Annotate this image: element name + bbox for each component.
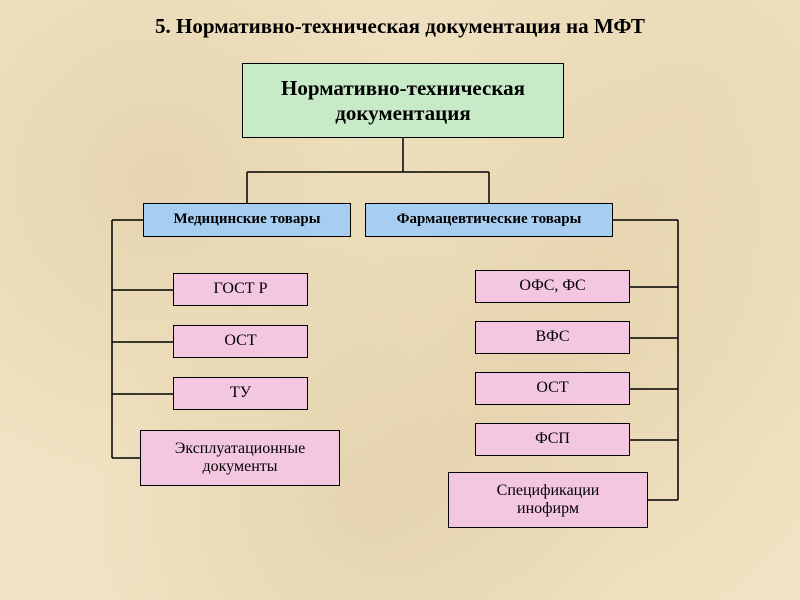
node-ost-med: ОСТ: [173, 325, 308, 358]
node-ost-pharm: ОСТ: [475, 372, 630, 405]
node-medical-goods: Медицинские товары: [143, 203, 351, 237]
node-root: Нормативно-техническаядокументация: [242, 63, 564, 138]
node-exploitation-docs: Эксплуатационныедокументы: [140, 430, 340, 486]
node-vfs: ВФС: [475, 321, 630, 354]
node-tu: ТУ: [173, 377, 308, 410]
node-ofs-fs: ОФС, ФС: [475, 270, 630, 303]
node-pharmaceutical-goods: Фармацевтические товары: [365, 203, 613, 237]
node-spec-inofirm: Спецификацииинофирм: [448, 472, 648, 528]
node-gost-r: ГОСТ Р: [173, 273, 308, 306]
node-fsp: ФСП: [475, 423, 630, 456]
page-title: 5. Нормативно-техническая документация н…: [0, 14, 800, 39]
